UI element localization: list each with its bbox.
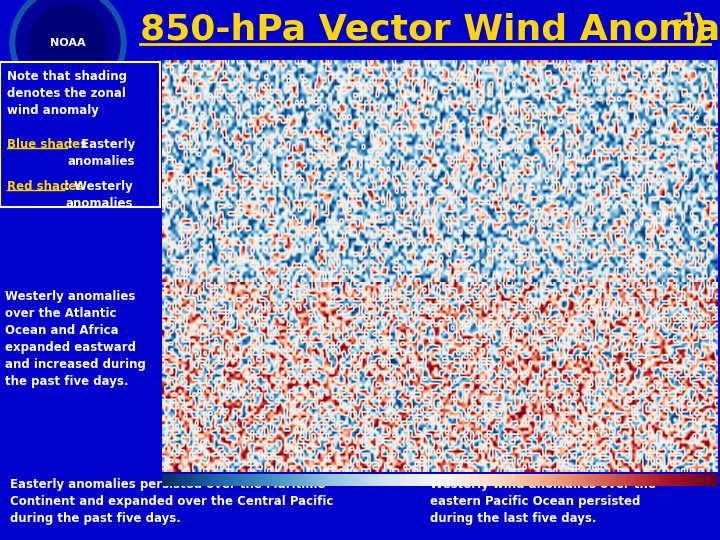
Text: :  Easterly
anomalies: : Easterly anomalies — [68, 138, 135, 168]
Circle shape — [16, 0, 120, 95]
Text: Westerly wind anomalies over the
eastern Pacific Ocean persisted
during the last: Westerly wind anomalies over the eastern… — [430, 478, 656, 525]
Text: Red shades: Red shades — [7, 180, 84, 193]
FancyBboxPatch shape — [0, 62, 160, 207]
Text: ): ) — [690, 13, 706, 47]
Text: Note that shading
denotes the zonal
wind anomaly: Note that shading denotes the zonal wind… — [7, 70, 127, 117]
Text: Westerly anomalies
over the Atlantic
Ocean and Africa
expanded eastward
and incr: Westerly anomalies over the Atlantic Oce… — [5, 290, 146, 388]
Text: Blue shades: Blue shades — [7, 138, 87, 151]
Circle shape — [30, 5, 106, 81]
Text: NOAA: NOAA — [50, 38, 86, 48]
Text: -1: -1 — [674, 11, 696, 30]
Circle shape — [10, 0, 126, 101]
Bar — [438, 310, 568, 365]
Text: : Westerly
anomalies: : Westerly anomalies — [65, 180, 132, 210]
Text: Easterly anomalies persisted over the Maritime
Continent and expanded over the C: Easterly anomalies persisted over the Ma… — [10, 478, 333, 525]
Text: 850-hPa Vector Wind Anomalies  (m s: 850-hPa Vector Wind Anomalies (m s — [140, 13, 720, 47]
